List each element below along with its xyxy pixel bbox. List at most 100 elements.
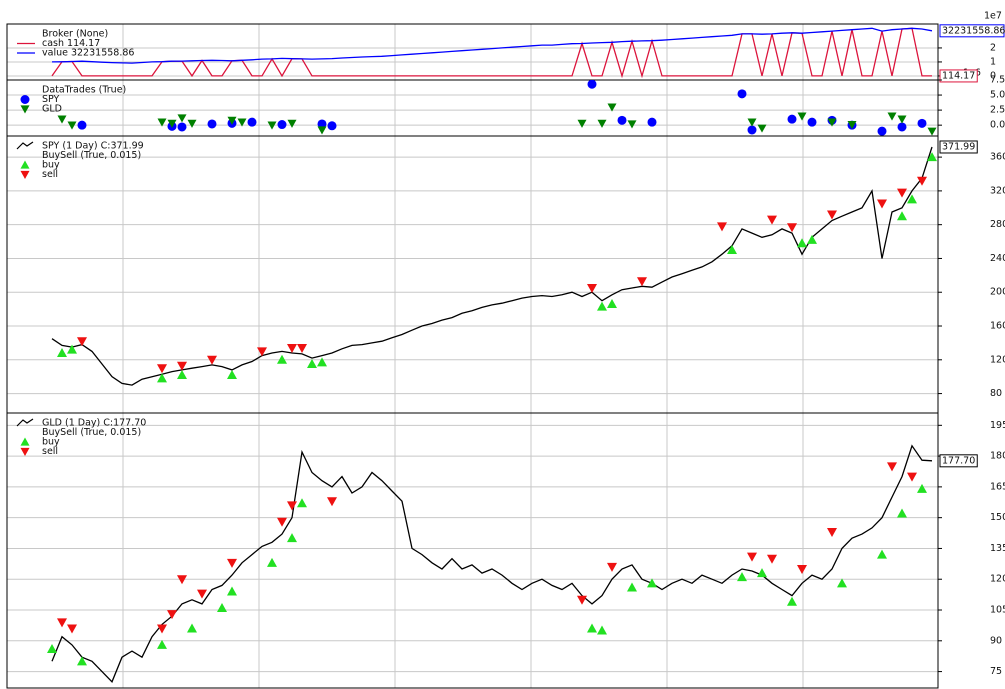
buy-marker bbox=[737, 572, 747, 582]
sell-marker bbox=[207, 355, 217, 365]
sell-marker bbox=[877, 199, 887, 209]
buy-marker bbox=[597, 301, 607, 311]
legend-icon bbox=[20, 105, 30, 114]
buy-marker bbox=[907, 194, 917, 204]
y-tick-label: 80 bbox=[990, 388, 1002, 399]
legend-label: cash 114.17 bbox=[42, 38, 100, 49]
y-tick-label: 320 bbox=[990, 185, 1005, 196]
sell-marker bbox=[227, 558, 237, 568]
buy-marker bbox=[727, 245, 737, 255]
trade-marker bbox=[757, 124, 767, 133]
y-tick-label: 90 bbox=[990, 635, 1002, 646]
y-tick-label: 120 bbox=[990, 574, 1005, 585]
trade-marker bbox=[327, 121, 337, 131]
legend-title: DataTrades (True) bbox=[42, 85, 126, 96]
plot-area bbox=[51, 146, 937, 386]
data-line bbox=[51, 27, 932, 79]
buy-marker bbox=[157, 373, 167, 383]
buy-marker bbox=[227, 369, 237, 379]
trade-marker bbox=[277, 120, 287, 130]
buy-marker bbox=[177, 369, 187, 379]
buy-marker bbox=[227, 586, 237, 596]
trade-marker bbox=[747, 118, 757, 127]
buy-marker bbox=[217, 602, 227, 612]
legend-label: SPY (1 Day) C:371.99 bbox=[42, 141, 144, 152]
data-line bbox=[51, 146, 933, 386]
trade-marker bbox=[267, 121, 277, 130]
end-label-box bbox=[939, 454, 978, 468]
legend-title: BuySell (True, 0.015) bbox=[42, 427, 141, 438]
y-tick-label: 200 bbox=[990, 287, 1005, 298]
trade-marker bbox=[187, 119, 197, 128]
buy-marker bbox=[647, 578, 657, 588]
sell-marker bbox=[827, 528, 837, 538]
end-label: 371.99 bbox=[942, 141, 975, 152]
buy-marker bbox=[837, 578, 847, 588]
sell-marker bbox=[767, 215, 777, 225]
trade-marker bbox=[887, 112, 897, 121]
sell-marker bbox=[77, 337, 87, 347]
end-label-box bbox=[939, 69, 978, 83]
trade-marker bbox=[647, 117, 657, 127]
sell-marker bbox=[287, 343, 297, 353]
buy-marker bbox=[297, 498, 307, 508]
buy-marker bbox=[277, 354, 287, 364]
trade-marker bbox=[737, 89, 747, 99]
trade-marker bbox=[807, 117, 817, 127]
buy-marker bbox=[807, 234, 817, 244]
trade-marker bbox=[927, 127, 937, 136]
buy-marker bbox=[797, 238, 807, 248]
y-tick-label: 360 bbox=[990, 152, 1005, 163]
trade-marker bbox=[847, 120, 857, 130]
trade-marker bbox=[897, 115, 907, 124]
buy-marker bbox=[187, 623, 197, 633]
sell-marker bbox=[277, 517, 287, 527]
trade-marker bbox=[577, 119, 587, 128]
legend-label: SPY bbox=[42, 94, 60, 105]
y-tick-label: 120 bbox=[990, 354, 1005, 365]
offset-label: 1e7 bbox=[984, 11, 1002, 22]
sell-marker bbox=[827, 210, 837, 220]
legend-label: GLD (1 Day) C:177.70 bbox=[42, 418, 146, 429]
end-label: 32231558.86 bbox=[942, 25, 1005, 36]
sell-marker bbox=[177, 575, 187, 585]
buy-marker bbox=[877, 549, 887, 559]
sell-marker bbox=[257, 347, 267, 357]
trade-marker bbox=[317, 126, 327, 135]
end-label: 177.70 bbox=[942, 455, 975, 466]
legend-icon bbox=[20, 437, 30, 446]
buy-marker bbox=[47, 644, 57, 654]
y-tick-label: 2 bbox=[990, 42, 996, 53]
buy-marker bbox=[157, 639, 167, 649]
sell-marker bbox=[167, 610, 177, 620]
buy-marker bbox=[787, 596, 797, 606]
trade-marker bbox=[607, 103, 617, 112]
y-tick-label: 2.5 bbox=[990, 105, 1005, 116]
panel-frame bbox=[6, 79, 939, 137]
y-tick-label: 165 bbox=[990, 481, 1005, 492]
y-tick-label: 195 bbox=[990, 420, 1005, 431]
legend-label: buy bbox=[42, 437, 60, 448]
trade-marker bbox=[157, 118, 167, 127]
buy-marker bbox=[287, 533, 297, 543]
trade-marker bbox=[67, 121, 77, 130]
y-tick-label: 160 bbox=[990, 321, 1005, 332]
y-tick-label: 0 bbox=[990, 70, 996, 81]
plot-area bbox=[47, 444, 933, 683]
sell-marker bbox=[907, 472, 917, 482]
buy-marker bbox=[897, 508, 907, 518]
trade-marker bbox=[917, 118, 927, 128]
plot-area bbox=[57, 80, 937, 136]
sell-marker bbox=[587, 284, 597, 294]
buy-marker bbox=[587, 623, 597, 633]
trade-marker bbox=[897, 122, 907, 132]
sell-marker bbox=[797, 564, 807, 574]
trade-marker bbox=[827, 118, 837, 127]
legend-label: buy bbox=[42, 160, 60, 171]
end-label-box bbox=[939, 24, 1005, 38]
trade-marker bbox=[627, 120, 637, 129]
sell-marker bbox=[57, 618, 67, 628]
trade-marker bbox=[207, 119, 217, 129]
trade-marker bbox=[287, 119, 297, 128]
